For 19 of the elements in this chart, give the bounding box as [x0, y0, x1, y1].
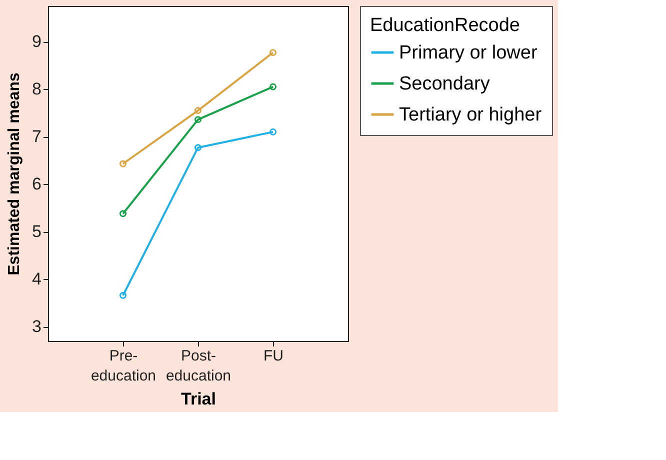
y-tick-label: 6	[32, 174, 42, 194]
y-tick-label: 5	[32, 222, 42, 242]
y-axis-title: Estimated marginal means	[6, 72, 24, 276]
y-tick-label: 8	[32, 80, 42, 99]
y-tick-label: 9	[32, 32, 42, 52]
x-axis-title: Trial	[181, 390, 216, 408]
point	[194, 107, 202, 114]
legend-title: EducationRecode	[370, 15, 520, 36]
point	[194, 116, 202, 124]
x-tick-label: Post-education	[166, 348, 232, 384]
legend-label: Primary or lower	[399, 42, 538, 64]
x-tick-label: FU	[264, 348, 284, 364]
legend-label: Secondary	[399, 74, 490, 94]
y-tick-label: 3	[32, 317, 42, 336]
point	[194, 144, 202, 152]
y-tick-label: 4	[32, 270, 42, 289]
x-tick-label: Pre-education	[90, 348, 156, 384]
legend-label: Tertiary or higher	[399, 104, 542, 126]
y-tick-label: 7	[32, 127, 42, 146]
